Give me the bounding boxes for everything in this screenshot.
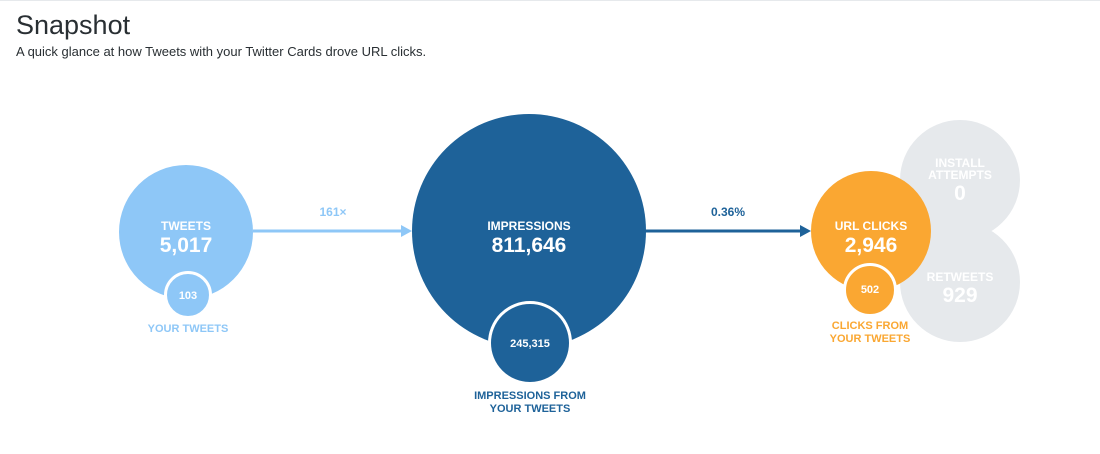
ratio-label: 161× — [319, 205, 347, 219]
your-tweets-caption: YOUR TWEETS — [147, 323, 229, 335]
page-subtitle: A quick glance at how Tweets with your T… — [16, 44, 427, 59]
page-title: Snapshot — [16, 10, 131, 40]
impressions-to-clicks-arrowhead — [800, 225, 811, 237]
install-attempts-label-line2: ATTEMPTS — [928, 168, 992, 182]
install-attempts-label-line1: INSTALL — [935, 156, 985, 170]
your-tweets-value: 103 — [178, 290, 198, 302]
tweets-to-impressions-arrowhead — [401, 225, 412, 237]
tweets-value: 5,017 — [159, 234, 213, 257]
impressions-caption-line1: IMPRESSIONS FROM — [474, 390, 586, 402]
impressions-from-your-tweets-value: 245,315 — [510, 338, 550, 350]
impressions-caption-line2: YOUR TWEETS — [489, 403, 571, 415]
clicks-caption-line1: CLICKS FROM — [831, 320, 909, 332]
impressions-from-your-tweets-circle — [488, 301, 572, 385]
clicks-caption-line2: YOUR TWEETS — [829, 333, 911, 345]
clicks-from-your-tweets-value: 502 — [860, 284, 880, 296]
your-tweets-circle — [164, 271, 212, 319]
clicks-from-your-tweets-circle — [843, 263, 897, 317]
tweets-label: TWEETS — [161, 219, 211, 233]
url-clicks-label: URL CLICKS — [834, 219, 908, 233]
impressions-label: IMPRESSIONS — [487, 219, 571, 233]
retweets-value: 929 — [942, 284, 978, 307]
rate-label: 0.36% — [710, 205, 746, 219]
retweets-label: RETWEETS — [926, 270, 994, 284]
top-divider — [0, 0, 1100, 1]
install-attempts-value: 0 — [954, 182, 966, 205]
url-clicks-value: 2,946 — [844, 234, 898, 257]
impressions-value: 811,646 — [491, 234, 567, 257]
